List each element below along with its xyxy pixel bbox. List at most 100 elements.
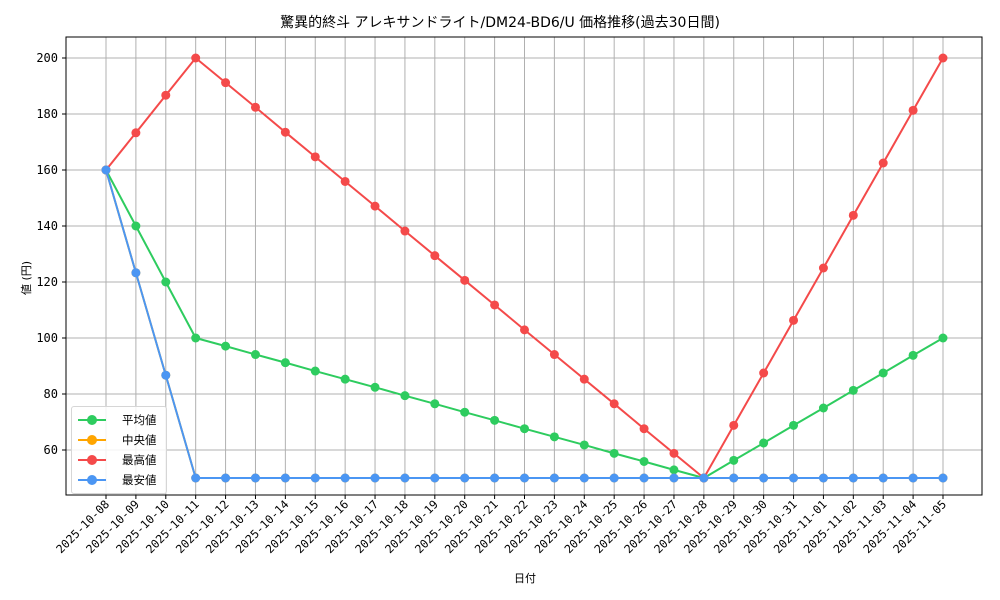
- data-point: [460, 473, 470, 483]
- y-tick-label: 100: [36, 331, 58, 345]
- data-point: [460, 275, 470, 285]
- data-point: [848, 210, 858, 220]
- legend-item-max: 最高値: [78, 451, 157, 469]
- data-point: [908, 105, 918, 115]
- x-axis-label: 日付: [514, 572, 536, 585]
- data-point: [938, 333, 948, 343]
- data-point: [490, 415, 500, 425]
- y-tick-label: 80: [44, 387, 58, 401]
- data-point: [400, 473, 410, 483]
- y-axis-ticks: 60 80 100 120 140 160 180 200: [36, 51, 66, 457]
- data-point: [818, 473, 828, 483]
- data-point: [520, 424, 529, 434]
- legend: 平均値 中央値 最高値 最安値: [71, 406, 167, 494]
- y-tick-label: 200: [36, 51, 58, 65]
- data-point: [609, 399, 619, 409]
- data-point: [430, 399, 440, 409]
- data-point: [669, 448, 679, 458]
- data-point: [609, 473, 619, 483]
- y-tick-label: 120: [36, 275, 58, 289]
- data-point: [789, 315, 799, 325]
- data-point: [490, 300, 500, 310]
- data-point: [579, 473, 589, 483]
- legend-marker-median: [78, 435, 106, 445]
- data-point: [430, 473, 440, 483]
- data-point: [549, 473, 559, 483]
- data-point: [729, 455, 739, 465]
- data-point: [609, 448, 619, 458]
- data-point: [520, 473, 529, 483]
- data-point: [221, 473, 231, 483]
- legend-label-min: 最安値: [122, 473, 157, 487]
- data-point: [340, 176, 350, 186]
- legend-marker-average: [78, 415, 106, 425]
- data-point: [191, 473, 201, 483]
- data-point: [191, 53, 201, 63]
- data-point: [400, 391, 410, 401]
- data-point: [310, 152, 320, 162]
- y-tick-label: 140: [36, 219, 58, 233]
- data-point: [759, 473, 769, 483]
- data-point: [878, 473, 888, 483]
- data-point: [191, 333, 201, 343]
- legend-item-average: 平均値: [78, 411, 157, 429]
- data-series: [101, 53, 948, 483]
- data-point: [639, 456, 649, 466]
- data-point: [161, 277, 171, 287]
- data-point: [161, 370, 171, 380]
- data-point: [818, 263, 828, 273]
- data-point: [789, 473, 799, 483]
- data-point: [759, 438, 769, 448]
- data-point: [549, 432, 559, 442]
- y-tick-label: 160: [36, 163, 58, 177]
- data-point: [221, 341, 231, 351]
- data-point: [400, 226, 410, 236]
- data-point: [250, 350, 260, 360]
- data-point: [878, 368, 888, 378]
- data-point: [280, 358, 290, 368]
- y-tick-label: 180: [36, 107, 58, 121]
- data-point: [848, 385, 858, 395]
- data-point: [878, 158, 888, 168]
- data-point: [370, 473, 380, 483]
- data-point: [669, 473, 679, 483]
- data-point: [938, 473, 948, 483]
- data-point: [430, 251, 440, 261]
- data-point: [669, 465, 679, 475]
- y-axis-label: 値 (円): [20, 260, 34, 296]
- legend-item-median: 中央値: [78, 431, 157, 449]
- data-point: [549, 350, 559, 360]
- data-point: [250, 473, 260, 483]
- legend-label-average: 平均値: [122, 413, 157, 427]
- data-point: [280, 127, 290, 137]
- data-point: [131, 128, 141, 138]
- legend-marker-max: [78, 455, 106, 465]
- data-point: [370, 201, 380, 211]
- data-point: [579, 374, 589, 384]
- data-point: [938, 53, 948, 63]
- data-point: [639, 424, 649, 434]
- data-point: [280, 473, 290, 483]
- chart-title: 驚異的終斗 アレキサンドライト/DM24-BD6/U 価格推移(過去30日間): [280, 15, 720, 31]
- x-axis-ticks: 2025-10-082025-10-092025-10-102025-10-11…: [53, 495, 949, 556]
- data-point: [789, 420, 799, 430]
- data-point: [908, 350, 918, 360]
- data-point: [250, 102, 260, 112]
- grid-lines: [66, 37, 982, 495]
- data-point: [101, 165, 111, 175]
- data-point: [221, 78, 231, 88]
- data-point: [310, 473, 320, 483]
- data-point: [370, 382, 380, 392]
- y-tick-label: 60: [44, 443, 58, 457]
- data-point: [848, 473, 858, 483]
- legend-item-min: 最安値: [78, 471, 157, 489]
- series-line: [101, 165, 948, 483]
- data-point: [759, 368, 769, 378]
- data-point: [340, 473, 350, 483]
- data-point: [161, 90, 171, 100]
- legend-label-max: 最高値: [122, 453, 157, 467]
- legend-label-median: 中央値: [122, 433, 157, 447]
- data-point: [729, 420, 739, 430]
- data-point: [818, 403, 828, 413]
